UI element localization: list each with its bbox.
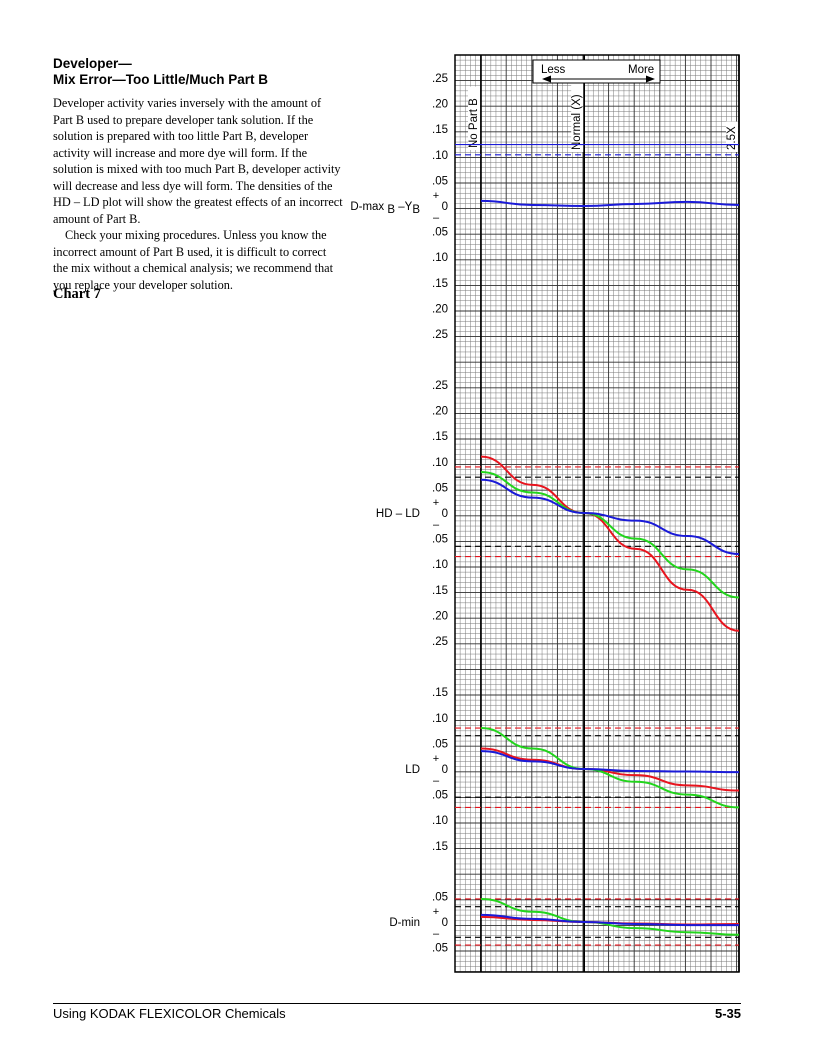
y-tick-label: .05: [432, 738, 448, 750]
series-line-hdld-blue: [480, 478, 740, 555]
panel-label-part: B: [412, 204, 420, 216]
panel-label-hdld: HD – LD: [376, 508, 420, 520]
y-tick-label: .25: [432, 380, 448, 392]
y-tick-label: .05: [432, 943, 448, 955]
y-tick-label: .05: [432, 790, 448, 802]
y-tick-label: .20: [432, 406, 448, 418]
page-number: 5-35: [714, 1006, 741, 1021]
section-heading: Developer— Mix Error—Too Little/Much Par…: [53, 56, 353, 88]
direction-arrow-left: [542, 75, 551, 83]
footer-title: Using KODAK FLEXICOLOR Chemicals: [53, 1006, 286, 1021]
series-line-ld-red: [480, 747, 740, 792]
y-tick-label: .15: [432, 841, 448, 853]
series-line-hdld-green: [480, 471, 740, 599]
plus-sign: +: [433, 753, 439, 765]
heading-line-2: Mix Error—Too Little/Much Part B: [53, 72, 269, 87]
y-tick-label: .05: [432, 175, 448, 187]
y-tick-label: .10: [432, 713, 448, 725]
process-control-chart: No Part B Normal (X) 2.5X Less More .25 .20 .15…: [350, 54, 740, 973]
y-tick-label: .10: [432, 559, 448, 571]
y-tick-label: .15: [432, 687, 448, 699]
heading-line-1: Developer—: [53, 56, 132, 71]
y-tick-label: .25: [432, 329, 448, 341]
y-tick-label: .10: [432, 457, 448, 469]
y-tick-label: .20: [432, 303, 448, 315]
series-line-ld-green: [480, 727, 740, 809]
y-tick-label: .25: [432, 636, 448, 648]
y-tick-label: .15: [432, 585, 448, 597]
y-tick-label: .05: [432, 891, 448, 903]
x-label-no-part_b: No Part B: [468, 98, 480, 148]
y-tick-label: .05: [432, 534, 448, 546]
panel-label-part: B: [387, 204, 395, 216]
y-tick-label: .10: [432, 150, 448, 162]
footer-rule: [53, 1003, 741, 1004]
direction-arrow-right: [646, 75, 655, 83]
minus-sign: –: [433, 212, 440, 224]
y-tick-label: .05: [432, 482, 448, 494]
direction-box: [532, 59, 661, 84]
y-tick-label: .20: [432, 99, 448, 111]
x-label-background: [468, 86, 480, 150]
x-label-x25: 2.5X: [726, 126, 738, 150]
y-tick-label: .10: [432, 815, 448, 827]
minus-sign: –: [433, 928, 440, 940]
panel-label-dmax: D-max B –YB: [350, 201, 420, 216]
series-line-dmin-blue: [480, 913, 739, 927]
plus-sign: +: [433, 906, 439, 918]
series-line-dmin-green: [480, 897, 740, 936]
y-tick-label: .15: [432, 431, 448, 443]
x-label-normal: Normal (X): [571, 94, 583, 150]
chart-title: Chart 7: [53, 286, 101, 302]
plus-sign: +: [433, 190, 439, 202]
direction-less-label: Less: [541, 64, 566, 76]
y-tick-label: .05: [432, 227, 448, 239]
body-paragraph-1: Developer activity varies inversely with…: [53, 96, 343, 226]
panel-label-part: D-max: [350, 201, 384, 213]
plus-sign: +: [433, 497, 439, 509]
x-label-background: [571, 82, 584, 152]
minus-sign: –: [433, 519, 440, 531]
y-tick-label: .10: [432, 252, 448, 264]
y-tick-label: .25: [432, 73, 448, 85]
panel-label-ld: LD: [405, 764, 420, 776]
body-text: Developer activity varies inversely with…: [53, 95, 343, 293]
panel-label-part: –Y: [395, 201, 413, 213]
y-tick-zero: 0: [442, 764, 448, 776]
y-tick-label: .20: [432, 610, 448, 622]
series-line-hdld-red: [480, 455, 740, 632]
y-tick-zero: 0: [442, 917, 448, 929]
series-line-ld-blue: [480, 750, 740, 774]
y-tick-label: .15: [432, 124, 448, 136]
y-tick-zero: 0: [442, 508, 448, 520]
y-tick-zero: 0: [442, 201, 448, 213]
panel-label-dmin: D-min: [389, 917, 420, 929]
body-paragraph-2: Check your mixing procedures. Unless you…: [53, 228, 334, 292]
minus-sign: –: [433, 775, 440, 787]
series-line-dmax-blue: [480, 199, 740, 208]
direction-more-label: More: [628, 64, 654, 76]
y-tick-label: .15: [432, 278, 448, 290]
